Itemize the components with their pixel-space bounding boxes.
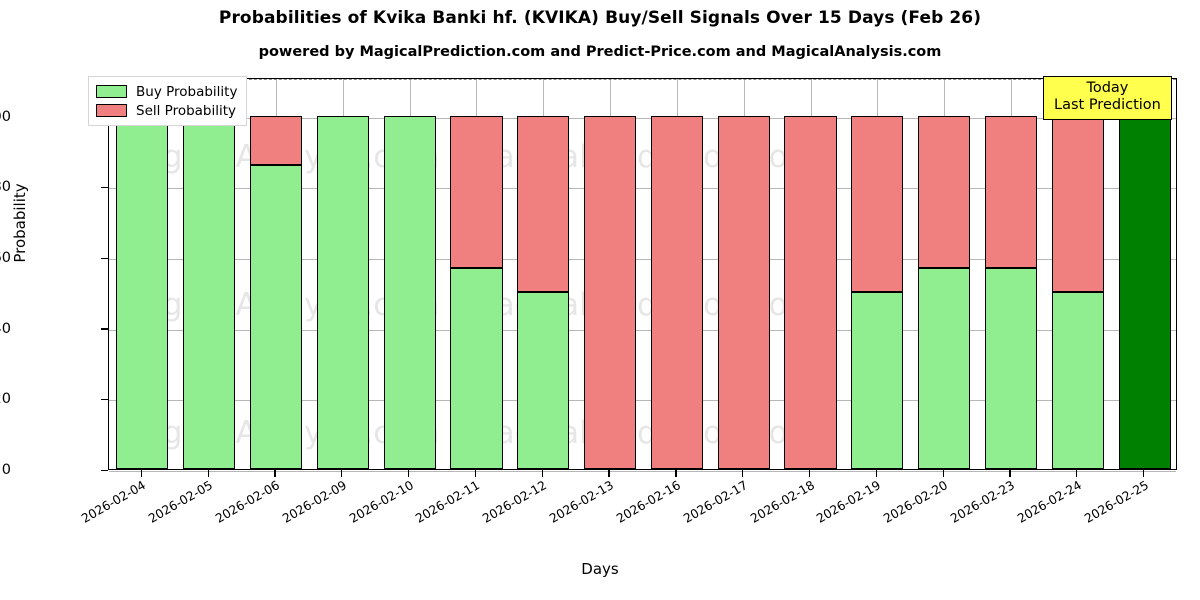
bar-segment-sell[interactable] <box>984 115 1038 268</box>
gridline-horizontal <box>109 400 1176 402</box>
y-axis-label: Probability <box>11 183 29 263</box>
y-axis-tick-mark <box>101 469 108 471</box>
bar-group[interactable] <box>517 77 570 469</box>
gridline-horizontal <box>109 329 1176 331</box>
gridline-horizontal <box>109 259 1176 261</box>
bar-group[interactable] <box>316 77 369 469</box>
x-axis-tick-mark <box>1142 470 1145 477</box>
chart-subtitle: powered by MagicalPrediction.com and Pre… <box>258 44 942 60</box>
bar-segment-buy[interactable] <box>517 292 570 469</box>
y-axis-tick-label: 40 <box>0 320 11 337</box>
chart-title: Probabilities of Kvika Banki hf. (KVIKA)… <box>218 8 982 28</box>
today-annotation-line1: Today <box>1086 80 1129 96</box>
bar-segment-sell[interactable] <box>450 115 503 268</box>
bar-series-layer <box>109 79 1176 469</box>
x-axis-tick-mark <box>875 470 877 477</box>
x-axis-tick-mark <box>341 470 343 477</box>
y-axis-tick-label: 100 <box>0 108 11 125</box>
bar-group[interactable] <box>1051 77 1104 469</box>
gridline-horizontal <box>109 188 1176 190</box>
y-axis-tick-mark <box>101 257 108 259</box>
bar-group[interactable] <box>851 77 904 469</box>
bar-segment-sell[interactable] <box>918 115 971 268</box>
bar-segment-buy[interactable] <box>249 165 303 469</box>
bar-group[interactable] <box>650 77 703 469</box>
x-axis-tick-mark <box>1009 470 1011 477</box>
bar-segment-buy[interactable] <box>984 267 1038 469</box>
legend-item-sell: Sell Probability <box>96 101 237 120</box>
bar-segment-sell[interactable] <box>717 115 770 469</box>
x-axis-tick-mark <box>408 470 410 477</box>
bar-segment-sell[interactable] <box>851 115 904 293</box>
bar-group[interactable] <box>383 77 436 469</box>
reference-line <box>109 79 1176 80</box>
bar-segment-sell[interactable] <box>784 115 837 469</box>
y-axis-tick-mark <box>101 398 108 401</box>
x-axis-tick-mark <box>474 470 477 477</box>
bar-segment-today[interactable] <box>1118 115 1171 469</box>
x-axis-tick-mark <box>1076 470 1078 477</box>
bar-group[interactable] <box>784 77 837 469</box>
y-axis-tick-label: 80 <box>0 179 11 196</box>
bar-group[interactable] <box>450 77 503 469</box>
x-axis-tick-mark <box>942 470 944 477</box>
y-axis-tick-mark <box>101 328 108 330</box>
x-axis-tick-mark <box>675 470 677 477</box>
bar-segment-buy[interactable] <box>183 115 236 469</box>
bar-group[interactable] <box>717 77 770 469</box>
x-axis-tick-mark <box>274 470 276 477</box>
x-axis-tick-mark <box>541 470 543 477</box>
bar-group[interactable] <box>249 77 303 469</box>
y-axis-tick-mark <box>101 186 108 189</box>
bar-segment-sell[interactable] <box>249 115 303 166</box>
bar-segment-sell[interactable] <box>1051 115 1104 293</box>
x-axis-tick-mark <box>808 470 811 477</box>
legend-swatch-buy <box>96 85 127 98</box>
x-axis-label: Days <box>581 560 619 578</box>
x-axis-tick-mark <box>140 470 143 477</box>
bar-group[interactable] <box>1118 77 1171 469</box>
today-annotation-line2: Last Prediction <box>1054 97 1161 114</box>
gridline-horizontal <box>109 117 1176 119</box>
today-annotation: Today Last Prediction <box>1043 76 1172 121</box>
legend-label-buy: Buy Probability <box>136 83 238 100</box>
x-axis-tick-mark <box>207 470 209 477</box>
legend-item-buy: Buy Probability <box>96 82 237 101</box>
bar-group[interactable] <box>183 77 236 469</box>
y-axis-tick-label: 0 <box>1 462 11 478</box>
bar-segment-buy[interactable] <box>383 115 436 469</box>
bar-group[interactable] <box>584 77 637 469</box>
x-axis-tick-mark <box>742 470 744 477</box>
bar-group[interactable] <box>984 77 1038 469</box>
bar-segment-buy[interactable] <box>851 292 904 469</box>
bar-segment-sell[interactable] <box>650 115 703 469</box>
bar-segment-buy[interactable] <box>918 267 971 469</box>
bar-segment-buy[interactable] <box>316 115 369 469</box>
x-axis-tick-mark <box>608 470 610 477</box>
gridline-horizontal <box>109 471 1176 472</box>
bar-segment-buy[interactable] <box>450 267 503 469</box>
bar-group[interactable] <box>116 77 169 469</box>
bar-segment-buy[interactable] <box>116 115 169 469</box>
bar-segment-buy[interactable] <box>1051 292 1104 469</box>
bar-segment-sell[interactable] <box>517 115 570 293</box>
legend-label-sell: Sell Probability <box>136 102 237 119</box>
legend-swatch-sell <box>96 104 127 117</box>
plot-area: MagicalAnalysis.comMagicalPrediction.com… <box>108 78 1177 472</box>
y-axis-tick-label: 60 <box>0 250 11 267</box>
bar-segment-sell[interactable] <box>584 115 637 469</box>
bar-group[interactable] <box>918 77 971 469</box>
legend: Buy Probability Sell Probability <box>88 76 248 126</box>
y-axis-tick-label: 20 <box>0 391 11 408</box>
